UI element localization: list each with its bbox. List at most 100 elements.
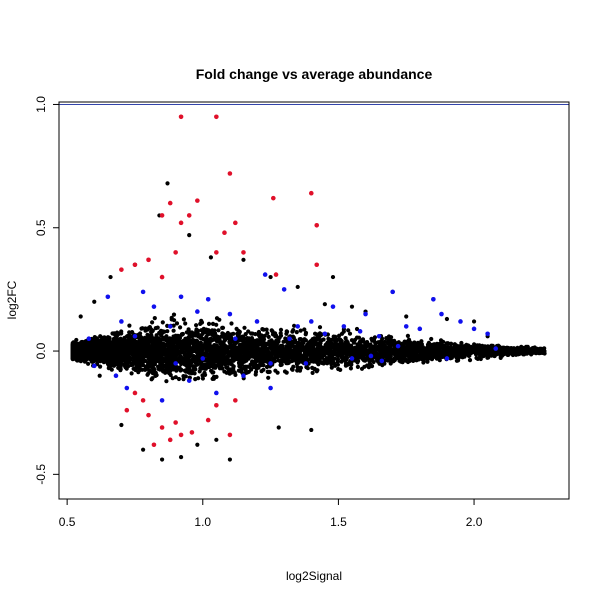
scatter-point <box>264 327 269 332</box>
scatter-point <box>232 343 237 348</box>
scatter-point <box>193 377 198 382</box>
scatter-point <box>193 338 199 343</box>
scatter-point <box>194 347 199 352</box>
scatter-point <box>222 369 227 374</box>
scatter-point <box>316 346 321 351</box>
scatter-point <box>220 325 226 330</box>
scatter-point <box>114 334 119 339</box>
scatter-point <box>142 367 148 372</box>
scatter-point <box>181 317 186 322</box>
scatter-point <box>218 340 223 346</box>
y-tick-label: 0.0 <box>34 342 48 359</box>
scatter-point <box>127 323 132 328</box>
scatter-point <box>371 359 376 365</box>
scatter-point <box>369 345 374 351</box>
scatter-point <box>242 325 247 330</box>
scatter-point <box>292 344 297 349</box>
scatter-point <box>319 360 324 365</box>
scatter-point <box>303 330 309 335</box>
scatter-point <box>183 321 188 326</box>
scatter-point <box>343 345 348 350</box>
scatter-point <box>284 361 289 366</box>
scatter-point <box>398 359 403 364</box>
scatter-point <box>309 344 314 349</box>
scatter-point <box>115 330 120 335</box>
scatter-point <box>349 338 354 343</box>
scatter-point <box>310 370 315 375</box>
scatter-point <box>137 364 142 369</box>
scatter-point <box>347 360 353 365</box>
scatter-point <box>222 337 227 342</box>
scatter-point <box>231 364 236 369</box>
x-tick-label: 1.5 <box>330 515 347 529</box>
scatter-point <box>299 345 304 350</box>
scatter-point <box>169 315 174 320</box>
scatter-point <box>238 369 243 374</box>
chart-title: Fold change vs average abundance <box>196 66 433 82</box>
y-tick-label: -0.5 <box>34 464 48 485</box>
scatter-point <box>178 368 183 373</box>
scatter-point <box>404 357 409 363</box>
scatter-point <box>140 326 145 331</box>
scatter-point <box>292 323 297 328</box>
scatter-point <box>294 330 299 335</box>
scatter-point <box>253 358 258 363</box>
scatter-point <box>355 364 360 369</box>
scatter-point <box>246 342 251 348</box>
scatter-point <box>186 327 191 332</box>
scatter-point <box>388 353 393 359</box>
scatter-point <box>224 334 229 339</box>
scatter-point <box>313 331 318 336</box>
scatter-point <box>209 338 214 343</box>
scatter-point <box>193 332 198 337</box>
scatter-point <box>198 361 203 366</box>
scatter-point <box>249 361 254 366</box>
scatter-point <box>141 363 146 368</box>
scatter-point <box>363 341 368 346</box>
scatter-point <box>366 343 371 348</box>
scatter-point <box>296 360 301 365</box>
scatter-point <box>485 353 490 358</box>
scatter-point <box>405 333 410 338</box>
scatter-point <box>278 327 284 332</box>
scatter-point <box>174 352 180 358</box>
scatter-point <box>210 330 216 335</box>
scatter-point <box>155 338 160 343</box>
scatter-point <box>356 335 362 340</box>
scatter-point <box>188 362 193 367</box>
scatter-point <box>471 344 477 349</box>
scatter-point <box>440 354 445 359</box>
scatter-point <box>372 350 377 355</box>
scatter-point <box>153 351 158 356</box>
scatter-point <box>214 343 219 348</box>
scatter-point <box>229 321 234 326</box>
scatter-point <box>329 365 334 370</box>
scatter-point <box>339 331 345 336</box>
scatter-point <box>418 346 423 351</box>
scatter-point <box>159 357 164 362</box>
scatter-point <box>298 328 303 333</box>
scatter-point <box>218 362 223 368</box>
scatter-point <box>419 339 424 344</box>
scatter-point <box>362 364 367 369</box>
x-axis: 0.5 1.0 1.5 2.0 <box>59 498 483 529</box>
scatter-point <box>229 358 234 363</box>
scatter-point <box>260 327 265 332</box>
scatter-point <box>319 338 324 343</box>
scatter-point <box>200 376 205 381</box>
scatter-point <box>290 367 295 372</box>
scatter-point <box>356 347 361 352</box>
scatter-point <box>157 346 162 352</box>
scatter-point <box>459 354 465 359</box>
scatter-point <box>253 369 259 375</box>
scatter-point <box>181 377 186 382</box>
scatter-point <box>203 372 208 377</box>
scatter-point <box>405 341 410 347</box>
scatter-point <box>217 366 222 371</box>
scatter-point <box>214 334 219 339</box>
scatter-point <box>450 350 455 355</box>
scatter-point <box>217 317 222 322</box>
scatter-point <box>454 343 459 348</box>
scatter-point <box>340 351 345 356</box>
scatter-point <box>264 364 270 370</box>
